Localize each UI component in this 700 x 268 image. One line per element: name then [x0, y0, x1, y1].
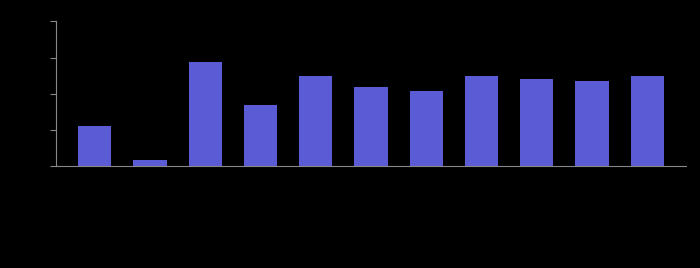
Bar: [299, 76, 332, 166]
Bar: [465, 76, 498, 166]
Bar: [78, 126, 111, 166]
Bar: [575, 81, 608, 166]
Bar: [244, 105, 277, 166]
Bar: [354, 87, 388, 166]
Bar: [188, 62, 222, 166]
Bar: [134, 160, 167, 166]
Bar: [520, 79, 554, 166]
Bar: [631, 76, 664, 166]
Bar: [410, 91, 443, 166]
